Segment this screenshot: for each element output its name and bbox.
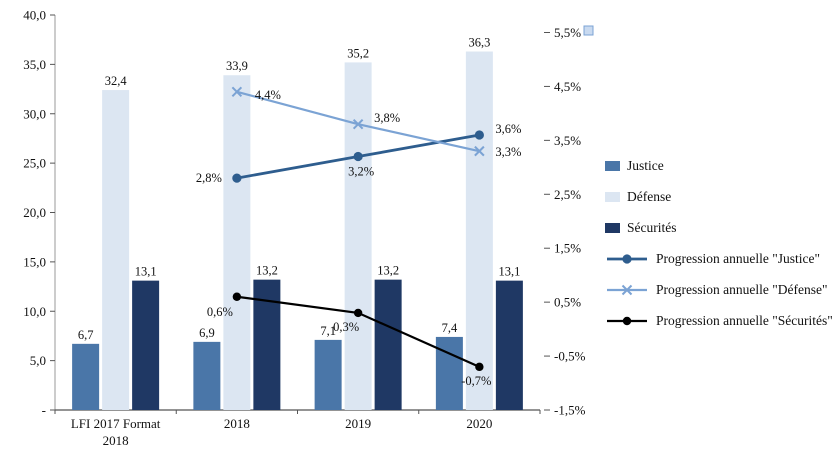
bar-value-label: 33,9 — [226, 59, 248, 73]
bar-value-label: 13,1 — [135, 265, 157, 279]
point-value-label: 3,6% — [495, 122, 521, 136]
legend-label-progression-defense: Progression annuelle "Défense" — [656, 281, 828, 297]
defense-swatch-icon — [605, 191, 620, 202]
legend-item-justice: Justice — [605, 150, 835, 181]
left-axis-label: 15,0 — [23, 254, 46, 269]
point-value-label: 0,6% — [207, 305, 233, 319]
bar — [374, 279, 402, 410]
bar — [72, 343, 100, 410]
legend-label-justice: Justice — [627, 157, 664, 173]
bar-value-label: 13,1 — [498, 265, 520, 279]
category-label: LFI 2017 Format — [71, 416, 161, 431]
right-axis-label: 0,5% — [554, 295, 581, 310]
bar — [193, 341, 221, 410]
legend-label-progression-justice: Progression annuelle "Justice" — [656, 250, 820, 266]
bar-value-label: 6,7 — [78, 328, 94, 342]
left-axis-label: 30,0 — [23, 106, 46, 121]
point-value-label: 4,4% — [255, 88, 281, 102]
stray-marker — [583, 25, 594, 36]
point-value-label: 3,2% — [348, 165, 374, 179]
circle-marker-icon — [475, 362, 484, 372]
right-axis-label: 2,5% — [554, 187, 581, 202]
bar-value-label: 35,2 — [347, 46, 369, 60]
bar-value-label: 7,1 — [320, 324, 336, 338]
bar — [495, 280, 523, 410]
category-label: 2018 — [224, 416, 250, 431]
point-value-label: 3,3% — [495, 145, 521, 159]
securites-line-marker-icon — [607, 316, 647, 325]
right-axis-label: 5,5% — [554, 25, 581, 40]
securites-swatch-icon — [605, 222, 620, 233]
legend-label-securites: Sécurités — [627, 219, 677, 235]
point-value-label: 3,8% — [374, 111, 400, 125]
x-marker-icon — [231, 86, 243, 98]
circle-marker-icon — [474, 130, 484, 140]
point-value-label: 2,8% — [196, 171, 222, 185]
category-label: 2018 — [103, 433, 129, 448]
bar — [435, 336, 463, 410]
x-marker-icon — [474, 145, 485, 157]
left-axis-label: 5,0 — [30, 353, 46, 368]
right-axis-label: 1,5% — [554, 241, 581, 256]
left-axis-label: 40,0 — [23, 8, 46, 23]
circle-marker-icon — [353, 308, 363, 318]
left-axis-label: 25,0 — [23, 156, 46, 171]
justice-swatch-icon — [605, 160, 620, 171]
bar-value-label: 13,2 — [256, 264, 278, 278]
bar — [132, 280, 160, 410]
legend-label-progression-securites: Progression annuelle "Sécurités" — [656, 312, 833, 328]
legend-item-defense: Défense — [605, 181, 835, 212]
right-axis-label: 3,5% — [554, 133, 581, 148]
justice-line-marker-icon — [607, 253, 647, 264]
bar-value-label: 7,4 — [442, 321, 458, 335]
x-marker-icon — [352, 118, 364, 130]
point-value-label: -0,7% — [461, 374, 491, 388]
circle-marker-icon — [232, 173, 242, 183]
right-axis-label: -0,5% — [554, 349, 586, 364]
legend-item-progression-defense: Progression annuelle "Défense" — [605, 274, 835, 305]
circle-marker-icon — [232, 292, 242, 301]
bar-value-label: 32,4 — [105, 74, 128, 88]
bar — [223, 75, 251, 411]
combo-chart: 40,0 35,0 30,0 25,0 20,0 15,0 10,0 5,0 - 5,5% 4,5%… — [23, 8, 594, 448]
legend-item-progression-securites: Progression annuelle "Sécurités" — [605, 305, 835, 336]
left-axis-label: 10,0 — [23, 304, 46, 319]
legend-item-progression-justice: Progression annuelle "Justice" — [605, 243, 835, 274]
right-axis-label: 4,5% — [554, 79, 581, 94]
bar-value-label: 6,9 — [199, 326, 215, 340]
chart-legend: Justice Défense Sécurités Progression an… — [605, 0, 835, 458]
bar — [465, 51, 493, 410]
legend-label-defense: Défense — [627, 188, 672, 204]
left-axis-label: 35,0 — [23, 57, 46, 72]
category-label: 2019 — [345, 416, 371, 431]
bar — [344, 62, 372, 411]
bar-value-label: 13,2 — [377, 264, 399, 278]
point-value-label: 0,3% — [333, 320, 359, 334]
bar — [102, 90, 130, 411]
left-axis-label: 20,0 — [23, 205, 46, 220]
circle-marker-icon — [353, 151, 363, 162]
bar-value-label: 36,3 — [468, 36, 490, 50]
legend-item-securites: Sécurités — [605, 212, 835, 243]
bar — [314, 339, 342, 410]
left-axis-label: - — [42, 403, 46, 418]
defense-line-marker-icon — [607, 284, 647, 295]
right-axis-label: -1,5% — [554, 403, 586, 418]
category-label: 2020 — [466, 416, 492, 431]
